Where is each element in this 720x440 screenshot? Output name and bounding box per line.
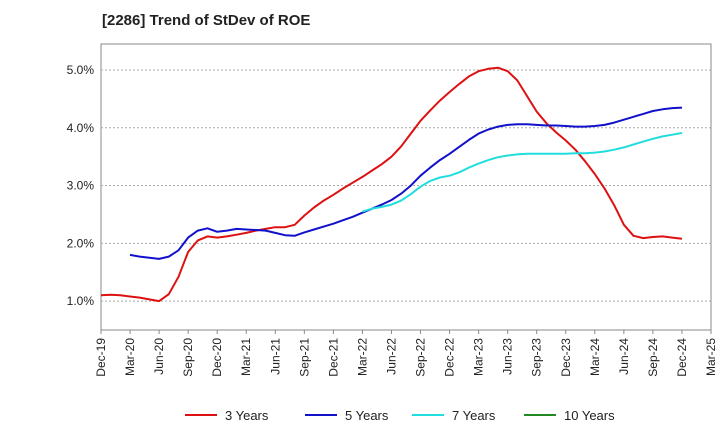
x-tick-label: Mar-25 (704, 338, 718, 376)
legend: 3 Years 5 Years 7 Years 10 Years (185, 408, 615, 423)
x-tick-label: Sep-24 (646, 338, 660, 377)
x-tick-label: Jun-20 (152, 338, 166, 375)
legend-label: 5 Years (345, 408, 389, 423)
y-tick-label: 2.0% (67, 236, 95, 250)
x-tick-label: Sep-22 (414, 338, 428, 377)
x-tick-label: Mar-22 (355, 338, 369, 376)
x-tick-label: Jun-23 (501, 338, 515, 375)
x-tick-label: Mar-24 (588, 338, 602, 376)
x-tick-label: Mar-23 (472, 338, 486, 376)
x-tick-label: Dec-19 (94, 338, 108, 377)
x-tick-label: Dec-23 (559, 338, 573, 377)
x-tick-label: Sep-21 (297, 338, 311, 377)
y-tick-label: 1.0% (67, 294, 95, 308)
y-tick-label: 4.0% (67, 121, 95, 135)
legend-label: 10 Years (564, 408, 615, 423)
chart-title: [2286] Trend of StDev of ROE (102, 12, 311, 29)
legend-label: 7 Years (452, 408, 496, 423)
x-tick-label: Dec-20 (210, 338, 224, 377)
x-tick-label: Sep-20 (181, 338, 195, 377)
x-axis-ticks: Dec-19 Mar-20 Jun-20 Sep-20 Dec-20 Mar-21 Jun-… (94, 330, 718, 377)
x-tick-label: Dec-22 (443, 338, 457, 377)
x-tick-label: Jun-22 (384, 338, 398, 375)
x-tick-label: Jun-21 (268, 338, 282, 375)
x-tick-label: Sep-23 (530, 338, 544, 377)
x-tick-label: Jun-24 (617, 338, 631, 375)
series-lines (100, 66, 683, 303)
series-line-3-years (100, 66, 683, 303)
gridlines (101, 69, 711, 302)
y-tick-label: 3.0% (67, 179, 95, 193)
x-tick-label: Mar-20 (123, 338, 137, 376)
y-tick-label: 5.0% (67, 63, 95, 77)
x-tick-label: Dec-21 (326, 338, 340, 377)
legend-label: 3 Years (225, 408, 269, 423)
x-tick-label: Mar-21 (239, 338, 253, 376)
plot-frame (100, 43, 712, 331)
series-line-7-years (362, 132, 683, 213)
y-axis-ticks: 1.0% 2.0% 3.0% 4.0% 5.0% (67, 63, 95, 308)
series-line-5-years (129, 106, 683, 260)
x-tick-label: Dec-24 (675, 338, 689, 377)
